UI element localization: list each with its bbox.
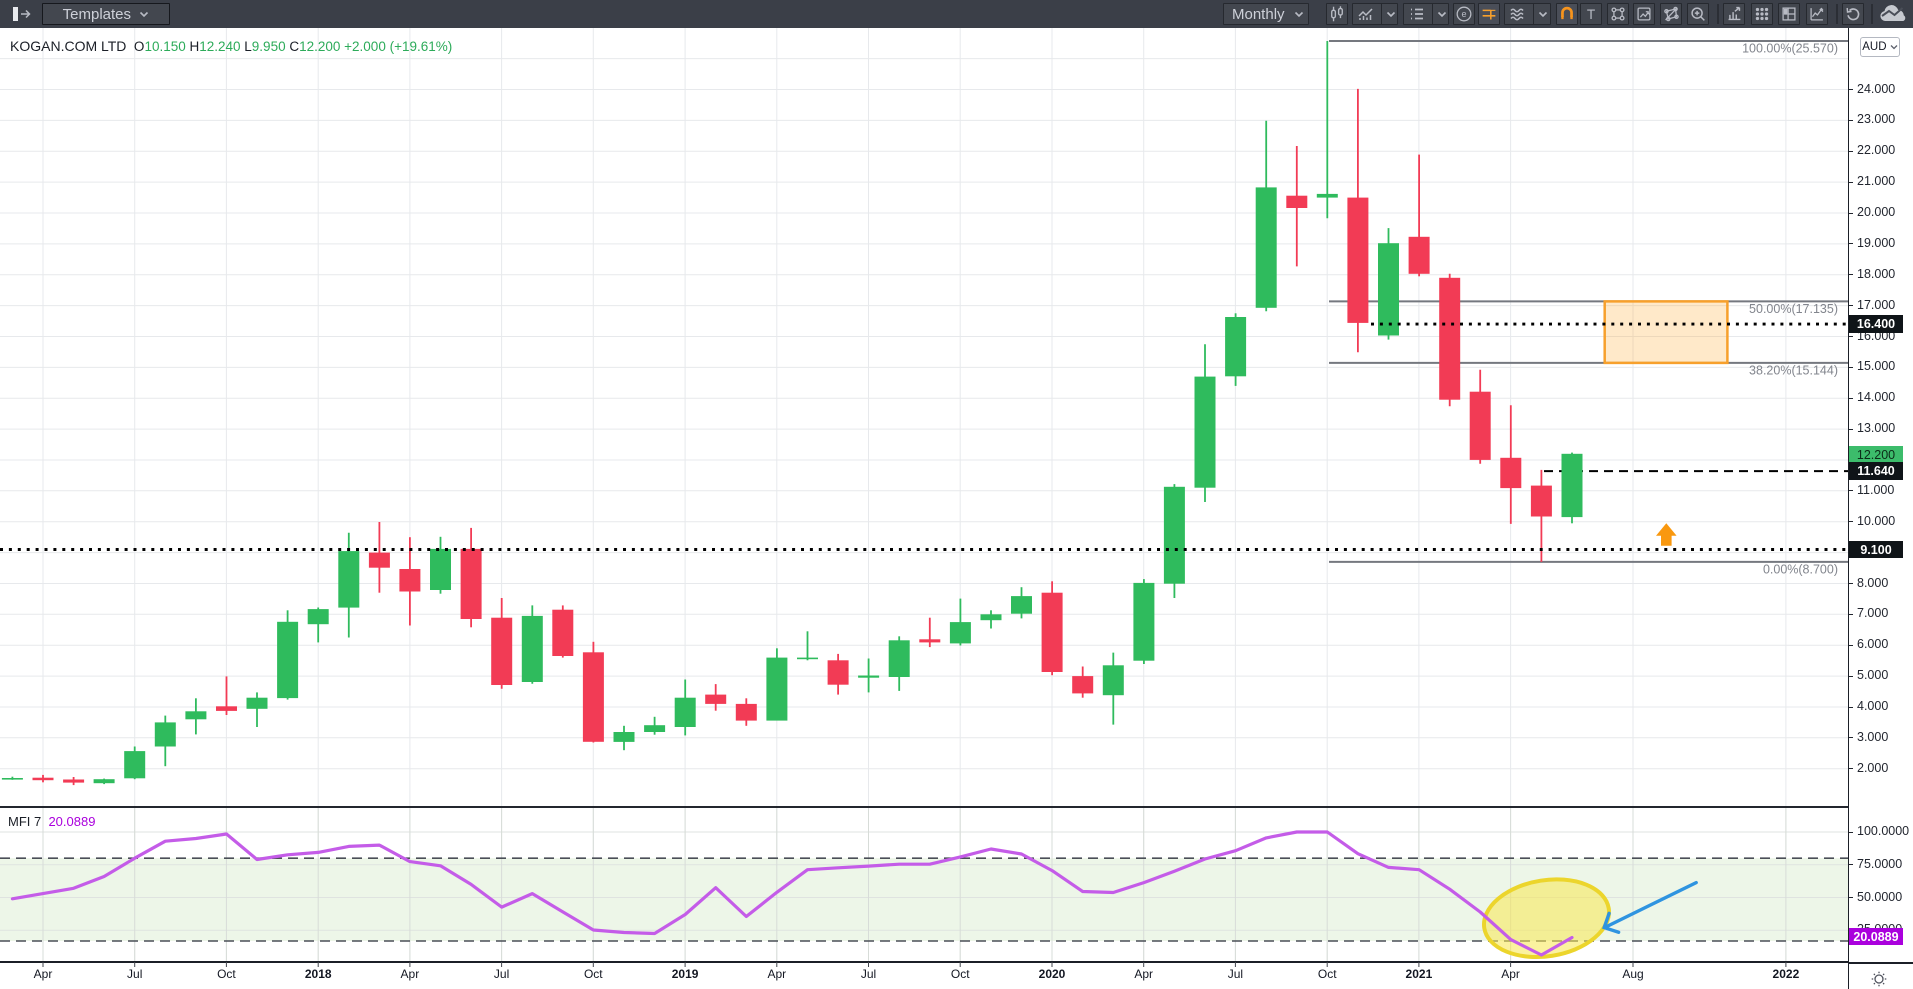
svg-text:Oct: Oct [217,967,236,981]
svg-text:Apr: Apr [401,967,420,981]
svg-text:2021: 2021 [1406,967,1433,981]
svg-text:0.00%(8.700): 0.00%(8.700) [1763,562,1838,576]
svg-text:Oct: Oct [951,967,970,981]
svg-text:Jul: Jul [1228,967,1243,981]
svg-text:2019: 2019 [672,967,699,981]
svg-text:2020: 2020 [1039,967,1066,981]
svg-text:Jul: Jul [861,967,876,981]
svg-text:Apr: Apr [34,967,53,981]
svg-text:Apr: Apr [1501,967,1520,981]
svg-text:e: e [1461,9,1466,19]
svg-text:100.00%(25.570): 100.00%(25.570) [1742,42,1838,56]
svg-text:T: T [1587,7,1596,22]
svg-text:Apr: Apr [767,967,786,981]
svg-text:Apr: Apr [1134,967,1153,981]
svg-text:Jul: Jul [127,967,142,981]
svg-text:50.00%(17.135): 50.00%(17.135) [1749,302,1838,316]
svg-text:Aug: Aug [1622,967,1643,981]
svg-text:Jul: Jul [494,967,509,981]
svg-text:2018: 2018 [305,967,332,981]
svg-text:Oct: Oct [584,967,603,981]
svg-text:Oct: Oct [1318,967,1337,981]
svg-text:2022: 2022 [1773,967,1800,981]
svg-text:38.20%(15.144): 38.20%(15.144) [1749,363,1838,377]
